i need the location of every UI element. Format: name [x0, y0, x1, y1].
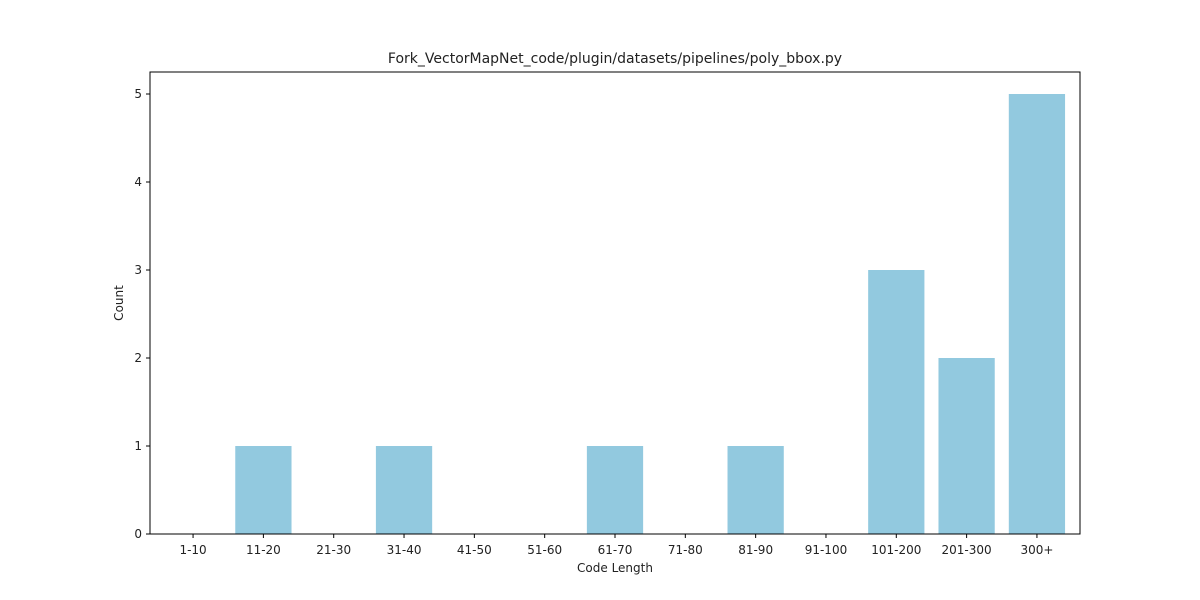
chart-title: Fork_VectorMapNet_code/plugin/datasets/p… [388, 51, 842, 67]
x-tick-label: 31-40 [387, 543, 422, 557]
bar-31-40 [375, 446, 433, 534]
bar-11-20 [235, 446, 292, 534]
x-axis-label: Code Length [577, 561, 653, 575]
x-tick-label: 51-60 [527, 543, 562, 557]
bar-201-300 [938, 358, 995, 534]
bars-layer [235, 94, 1066, 534]
bar-61-70 [586, 446, 644, 534]
x-tick-label: 201-300 [942, 543, 992, 557]
y-tick-label: 5 [134, 87, 142, 101]
x-tick-label: 300+ [1020, 543, 1053, 557]
x-tick-label: 11-20 [246, 543, 281, 557]
bar-101-200 [868, 270, 925, 534]
bar-300+ [1008, 94, 1066, 534]
x-tick-label: 71-80 [668, 543, 703, 557]
x-tick-label: 21-30 [316, 543, 351, 557]
x-axis-ticks: 1-10 11-20 21-30 31-40 41-50 51-60 61-70 71-80 8… [179, 534, 1053, 557]
y-tick-label: 0 [134, 527, 142, 541]
y-tick-label: 4 [134, 175, 142, 189]
y-axis-label: Count [112, 285, 126, 321]
y-tick-label: 3 [134, 263, 142, 277]
y-tick-label: 2 [134, 351, 142, 365]
x-tick-label: 101-200 [871, 543, 921, 557]
y-tick-label: 1 [134, 439, 142, 453]
y-axis-ticks: 0 1 2 3 4 5 [134, 87, 150, 541]
x-tick-label: 41-50 [457, 543, 492, 557]
x-tick-label: 61-70 [598, 543, 633, 557]
x-tick-label: 91-100 [805, 543, 848, 557]
x-tick-label: 1-10 [179, 543, 206, 557]
x-tick-label: 81-90 [738, 543, 773, 557]
bar-81-90 [727, 446, 784, 534]
